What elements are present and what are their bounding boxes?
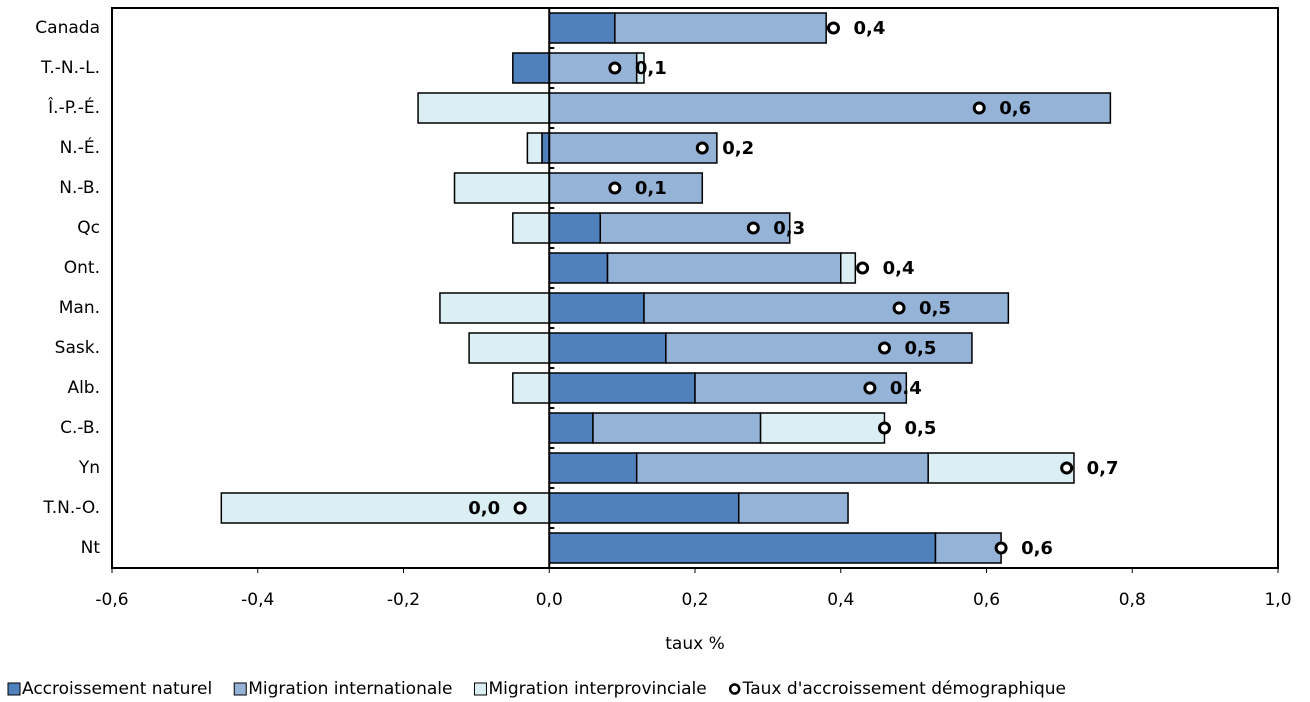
bar	[665, 332, 973, 364]
bar	[614, 12, 827, 44]
x-tick-label: 0,6	[973, 590, 1000, 610]
legend-marker	[728, 683, 741, 695]
bar	[548, 172, 704, 204]
bar	[635, 452, 929, 484]
bar	[512, 372, 550, 404]
bar	[512, 52, 550, 84]
rate-dot	[608, 61, 622, 75]
legend-label: Taux d'accroissement démographique	[742, 679, 1066, 699]
x-tick-label: -0,2	[387, 590, 420, 610]
x-axis-label: taux %	[665, 634, 724, 654]
y-tick-label: Canada	[35, 18, 100, 38]
y-tick-label: Alb.	[67, 378, 100, 398]
bar	[548, 52, 638, 84]
value-label: 0,2	[722, 138, 754, 159]
value-label: 0,7	[1087, 458, 1119, 479]
x-tick-label: 0,2	[681, 590, 708, 610]
rate-dot	[746, 221, 760, 235]
rate-dot	[826, 21, 840, 35]
value-label: 0,5	[919, 298, 951, 319]
bar	[526, 132, 543, 164]
x-tick-label: -0,6	[95, 590, 128, 610]
bar	[840, 252, 857, 284]
bar	[548, 132, 718, 164]
rate-dot	[695, 141, 709, 155]
rate-dot	[994, 541, 1008, 555]
rate-dot	[608, 181, 622, 195]
rate-dot	[877, 341, 891, 355]
rate-dot	[892, 301, 906, 315]
legend-marker	[473, 682, 487, 696]
y-tick-label: Î.-P.-É.	[47, 96, 100, 118]
rate-dot	[877, 421, 891, 435]
y-tick-label: C.-B.	[60, 418, 100, 438]
bar	[606, 252, 842, 284]
legend-label: Migration internationale	[248, 679, 452, 699]
x-tick-label: 0,4	[827, 590, 854, 610]
value-label: 0,5	[904, 418, 936, 439]
y-tick-label: Qc	[77, 218, 100, 238]
y-tick-label: T.N.-O.	[42, 498, 100, 518]
bar	[548, 332, 667, 364]
bar	[599, 212, 791, 244]
x-tick-label: 0,8	[1119, 590, 1146, 610]
value-label: 0.4	[890, 378, 922, 399]
bar	[468, 332, 550, 364]
rate-dot	[972, 101, 986, 115]
bar	[927, 452, 1075, 484]
x-tick-label: 1,0	[1264, 590, 1291, 610]
bar	[439, 292, 550, 324]
rate-dot	[513, 501, 527, 515]
bar	[417, 92, 551, 124]
legend-label: Accroissement naturel	[22, 679, 212, 699]
value-label: 0,4	[853, 18, 885, 39]
x-tick-label: 0,0	[536, 590, 563, 610]
legend-label: Migration interprovinciale	[488, 679, 706, 699]
y-tick-label: N.-É.	[60, 136, 100, 158]
bar	[548, 12, 616, 44]
value-label: 0,6	[1021, 538, 1053, 559]
legend-marker	[7, 682, 21, 696]
bar	[548, 212, 602, 244]
bar	[220, 492, 550, 524]
bar	[512, 212, 550, 244]
bar	[541, 132, 551, 164]
bar	[548, 252, 609, 284]
value-label: 0,1	[635, 58, 667, 79]
x-tick-label: -0,4	[241, 590, 274, 610]
y-tick-label: Nt	[81, 538, 101, 558]
bar	[635, 52, 645, 84]
bar	[934, 532, 1002, 564]
legend-marker	[233, 682, 247, 696]
bar	[548, 452, 638, 484]
bar	[759, 412, 886, 444]
value-label: 0,5	[904, 338, 936, 359]
bar	[548, 292, 645, 324]
y-tick-label: T.-N.-L.	[40, 58, 100, 78]
value-label: 0,1	[635, 178, 667, 199]
value-label: 0,3	[773, 218, 805, 239]
y-tick-label: N.-B.	[59, 178, 100, 198]
y-tick-label: Ont.	[64, 258, 100, 278]
y-tick-label: Yn	[78, 458, 100, 478]
plot-frame	[111, 7, 1279, 569]
bar	[453, 172, 551, 204]
value-label: 0,6	[999, 98, 1031, 119]
bar	[548, 372, 696, 404]
value-label: 0,0	[468, 498, 500, 519]
bar	[737, 492, 849, 524]
y-tick-label: Sask.	[55, 338, 100, 358]
rate-dot	[863, 381, 877, 395]
bar	[643, 292, 1010, 324]
bar	[548, 492, 740, 524]
bar	[548, 532, 937, 564]
value-label: 0,4	[883, 258, 915, 279]
bar	[548, 412, 594, 444]
y-tick-label: Man.	[59, 298, 100, 318]
bar	[592, 412, 762, 444]
rate-dot	[1060, 461, 1074, 475]
rate-dot	[856, 261, 870, 275]
